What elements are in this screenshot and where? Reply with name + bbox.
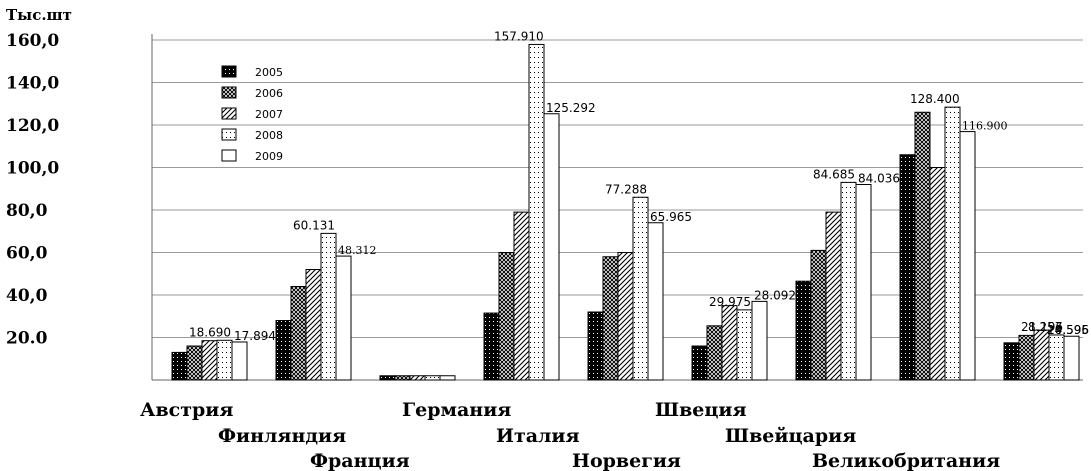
bar-2006-8 (1018, 334, 1035, 381)
y-tick-label: 100,0 (6, 159, 59, 179)
data-label: 20.596 (1047, 323, 1089, 337)
bar-2006-7 (914, 111, 931, 381)
bar-2006-1 (290, 286, 307, 381)
bar-2006-0 (186, 345, 203, 381)
category-label: Великобритания (812, 450, 1000, 471)
category-labels: Австрия Финляндия Франция Германия Италия Нор… (140, 399, 1000, 471)
bar-2008-7 (944, 106, 961, 381)
data-label: 125.292 (546, 101, 596, 115)
bar-2006-4 (602, 256, 619, 381)
data-label: 28.092 (754, 288, 796, 302)
category-label: Германия (402, 399, 511, 421)
data-label: 17.894 (234, 329, 276, 343)
bar-2009-2 (439, 375, 456, 381)
data-label: 8.257 (1028, 320, 1062, 334)
bar-2005-5 (691, 345, 708, 381)
bar-2008-2 (424, 375, 441, 381)
bar-2005-7 (899, 154, 916, 381)
bar-2008-0 (216, 339, 233, 381)
data-label: 18.690 (189, 325, 231, 339)
y-tick-label: 120,0 (6, 116, 59, 136)
data-label: 29.975 (709, 295, 751, 309)
legend: 2005 2006 2007 2008 2009 (221, 65, 283, 163)
bar-2006-6 (810, 249, 827, 381)
bar-2005-4 (587, 311, 604, 381)
legend-swatch-2005 (221, 65, 237, 78)
y-tick-label: 20.0 (6, 329, 48, 349)
bar-2007-7 (929, 167, 946, 381)
bar-2005-8 (1003, 342, 1020, 381)
bar-2008-1 (320, 232, 337, 381)
data-label: 14.595 (1047, 323, 1089, 337)
legend-label: 2009 (255, 150, 283, 163)
bar-2005-1 (275, 320, 292, 381)
category-label: Швеция (655, 399, 747, 421)
category-label: Финляндия (218, 425, 346, 447)
bar-2007-8 (1033, 329, 1050, 381)
bar-2007-1 (305, 269, 322, 381)
category-label: Италия (496, 425, 580, 447)
legend-label: 2005 (255, 66, 283, 79)
bar-2006-3 (498, 252, 515, 381)
legend-swatch-2008 (221, 128, 237, 141)
data-label: 128.400 (910, 92, 960, 106)
data-label: 157.910 (494, 29, 544, 43)
bars (171, 43, 1080, 381)
bar-2007-5 (721, 305, 738, 381)
bar-2008-6 (840, 181, 857, 381)
bar-2009-1 (335, 255, 352, 381)
data-label: 48.312 (338, 244, 377, 257)
y-tick-label: 60,0 (6, 244, 48, 264)
category-label: Австрия (140, 399, 233, 421)
legend-label: 2007 (255, 108, 283, 121)
bar-2009-8 (1063, 335, 1080, 381)
data-label: 77.288 (605, 182, 647, 196)
bar-2009-7 (959, 131, 976, 381)
bar-2005-2 (379, 375, 396, 381)
data-label: 65.965 (650, 210, 692, 224)
y-tick-label: 40,0 (6, 286, 48, 306)
data-label: 84.685 (813, 167, 855, 181)
data-label: 84.036 (858, 172, 900, 186)
bar-2006-2 (394, 375, 411, 381)
bar-2007-4 (617, 252, 634, 381)
data-label: 116.900 (962, 120, 1008, 133)
bar-2008-8 (1048, 334, 1065, 381)
bar-2007-0 (201, 340, 218, 381)
bar-2008-5 (736, 309, 753, 381)
category-label: Швейцария (725, 425, 856, 447)
data-label: 60.131 (293, 218, 335, 232)
category-label: Франция (310, 450, 410, 471)
bar-2006-5 (706, 325, 723, 381)
bar-2007-3 (513, 211, 530, 381)
legend-swatch-2009 (221, 149, 237, 162)
legend-swatch-2006 (221, 86, 237, 99)
bar-2007-6 (825, 211, 842, 381)
bar-2009-6 (855, 184, 872, 381)
y-axis-label: Тыс.шт (6, 6, 72, 24)
y-tick-label: 140,0 (6, 74, 59, 94)
legend-label: 2006 (255, 87, 283, 100)
bar-2009-3 (543, 113, 560, 381)
data-label: 21.196 (1021, 320, 1063, 334)
category-label: Норвегия (572, 450, 681, 471)
bar-2009-0 (231, 341, 248, 381)
y-tick-label: 160,0 (6, 31, 59, 51)
bar-2008-3 (528, 43, 545, 381)
legend-swatch-2007 (221, 107, 237, 120)
y-tick-label: 80,0 (6, 201, 48, 221)
bar-2009-5 (751, 300, 768, 381)
bar-2008-4 (632, 196, 649, 381)
bar-2005-0 (171, 351, 188, 381)
bar-2005-6 (795, 280, 812, 381)
legend-label: 2008 (255, 129, 283, 142)
bar-2005-3 (483, 312, 500, 381)
bar-2007-2 (409, 375, 426, 381)
bar-2009-4 (647, 222, 664, 381)
